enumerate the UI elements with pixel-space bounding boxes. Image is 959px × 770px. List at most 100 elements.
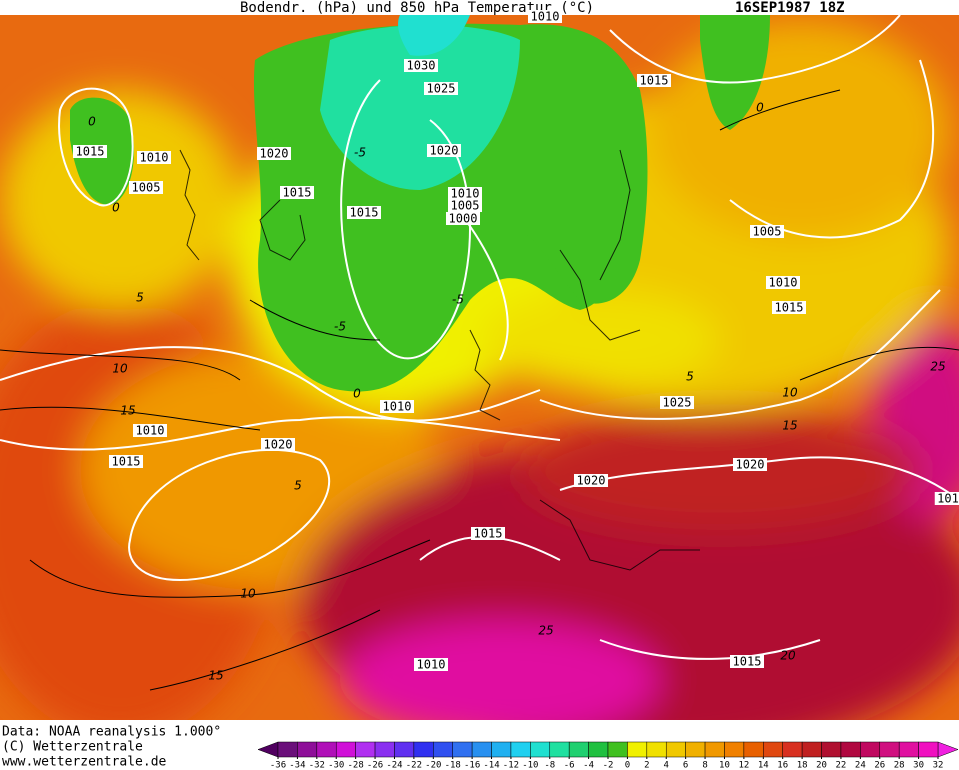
isobar-label: 1010 — [769, 276, 798, 290]
colorbar-swatch — [335, 741, 356, 758]
colorbar-swatch — [297, 741, 318, 758]
isobar-label: 101 — [937, 492, 959, 506]
isobar-label: 1010 — [383, 400, 412, 414]
isotherm-label: 0 — [353, 387, 361, 401]
isobar-label: 1015 — [112, 455, 141, 469]
isobar-label-box — [280, 186, 314, 199]
colorbar-over-arrow — [937, 741, 959, 758]
colorbar-swatch — [413, 741, 434, 758]
isotherm-label: 0 — [88, 115, 96, 129]
isobar-label: 1005 — [132, 181, 161, 195]
isobar-label-box — [448, 199, 482, 212]
isotherm-label: 0 — [112, 201, 120, 215]
isobar-label-box — [257, 147, 291, 160]
isobar-label: 1015 — [640, 74, 669, 88]
isotherm-label: -5 — [452, 293, 464, 307]
colorbar-tick-label: 2 — [644, 761, 649, 770]
colorbar-swatch — [685, 741, 706, 758]
colorbar-swatch — [607, 741, 628, 758]
isobar-label-box — [73, 145, 107, 158]
footer-line: (C) Wetterzentrale — [2, 740, 143, 755]
isobar-label: 1010 — [531, 10, 560, 24]
isobar-label-box — [446, 212, 480, 225]
isobar-label: 1015 — [76, 145, 105, 159]
colorbar-tick-label: 18 — [797, 761, 808, 770]
isobar-label: 1010 — [417, 658, 446, 672]
map-title: Bodendr. (hPa) und 850 hPa Temperatur (°… — [240, 0, 594, 16]
colorbar-swatch — [724, 741, 745, 758]
isotherm-label: 25 — [930, 360, 945, 374]
colorbar-tick-label: 22 — [836, 761, 847, 770]
isobar-label: 1020 — [264, 438, 293, 452]
isobar-label-box — [261, 438, 295, 451]
colorbar-tick-label: -12 — [503, 761, 519, 770]
isobar-label-box — [528, 10, 562, 23]
colorbar-swatch — [704, 741, 725, 758]
isobar-label: 1015 — [474, 527, 503, 541]
colorbar-swatch — [898, 741, 919, 758]
colorbar-tick-label: 10 — [719, 761, 730, 770]
colorbar-tick-label: 14 — [758, 761, 769, 770]
colorbar-swatch — [860, 741, 881, 758]
colorbar-swatch — [743, 741, 764, 758]
isobar-label: 1005 — [753, 225, 782, 239]
isobar-label-box — [733, 458, 767, 471]
colorbar-tick-label: -28 — [348, 761, 364, 770]
colorbar-tick-label: 0 — [625, 761, 630, 770]
colorbar-swatch — [452, 741, 473, 758]
isobar-label-box — [404, 59, 438, 72]
isobar-label-box — [471, 527, 505, 540]
colorbar-swatch — [568, 741, 589, 758]
colorbar-swatch — [433, 741, 453, 758]
isobar-label-box — [660, 396, 694, 409]
colorbar: -36 -34 -32 -30 -28 -26 -24 -22 -20 -18 -16 -14 -12-… — [257, 741, 959, 770]
colorbar-tick-label: -4 — [583, 761, 594, 770]
isobar-label: 1030 — [407, 59, 436, 73]
isobar-label-box — [730, 655, 764, 668]
isobar-label-box — [637, 74, 671, 87]
isotherm-label: 10 — [782, 386, 798, 400]
colorbar-swatch — [665, 741, 686, 758]
colorbar-tick-label: -2 — [603, 761, 614, 770]
colorbar-swatch — [763, 741, 783, 758]
colorbar-tick-label: -8 — [544, 761, 555, 770]
isobar-label: 1005 — [451, 199, 480, 213]
isotherm-label: 5 — [686, 370, 694, 384]
colorbar-tick-label: -30 — [328, 761, 344, 770]
isobar-label-box — [427, 144, 461, 157]
colorbar-tick-label: 32 — [933, 761, 944, 770]
colorbar-swatch — [918, 741, 939, 758]
isobar-label: 1000 — [449, 212, 478, 226]
colorbar-swatch — [277, 741, 298, 758]
isobar-label: 1015 — [733, 655, 762, 669]
isobar-label-box — [772, 301, 806, 314]
colorbar-swatch — [879, 741, 900, 758]
isobar-label: 1010 — [451, 187, 480, 201]
colorbar-tick-label: -20 — [425, 761, 441, 770]
footer-line: Data: NOAA reanalysis 1.000° — [2, 725, 221, 740]
colorbar-swatch — [549, 741, 570, 758]
isobar-label: 1025 — [663, 396, 692, 410]
isobar-label: 1015 — [283, 186, 312, 200]
colorbar-tick-label: 30 — [913, 761, 924, 770]
colorbar-swatch — [471, 741, 492, 758]
colorbar-swatch — [801, 741, 822, 758]
isobar-label-box — [380, 400, 414, 413]
colorbar-tick-label: -22 — [406, 761, 422, 770]
colorbar-tick-label: 16 — [777, 761, 788, 770]
colorbar-tick-label: -16 — [464, 761, 480, 770]
isobar-label-box — [109, 455, 143, 468]
colorbar-tick-label: 8 — [702, 761, 707, 770]
colorbar-swatch — [394, 741, 415, 758]
colorbar-tick-label: -36 — [270, 761, 286, 770]
isotherm-label: 25 — [538, 624, 553, 638]
colorbar-swatch — [840, 741, 861, 758]
isotherm-label: 0 — [756, 101, 764, 115]
isotherm-label: 10 — [240, 587, 256, 601]
isobar-label: 1025 — [427, 82, 456, 96]
isotherm-label: 20 — [780, 649, 796, 663]
colorbar-swatch — [821, 741, 842, 758]
